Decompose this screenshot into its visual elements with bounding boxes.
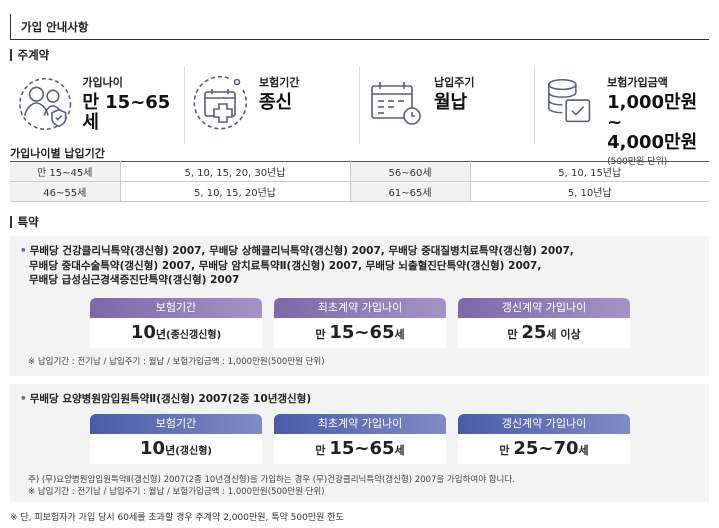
badge-renew-age: 갱신계약 가입나이 만 25~70세 (458, 414, 630, 464)
info-cycle-value: 월납 (434, 92, 468, 113)
info-age-label: 가입나이 (82, 76, 123, 89)
badge-value: 만 15~65세 (274, 318, 446, 348)
rider-group-2-note-1: 주) (무)요양병원암입원특약Ⅱ(갱신형) 2007(2종 10년갱신형)을 가… (28, 475, 515, 485)
table-row: 만 15~45세 5, 10, 15, 20, 30년납 56~60세 5, 1… (10, 161, 709, 182)
badge-value: 만 25세 이상 (458, 318, 630, 348)
info-cycle: 납입주기 월납 (359, 66, 534, 144)
table-cell: 5, 10년납 (470, 181, 709, 202)
table-row: 46~55세 5, 10, 15, 20년납 61~65세 5, 10년납 (10, 181, 709, 202)
info-age: 가입나이 만 15~65세 (10, 66, 184, 144)
page-title: 가입 안내사항 (10, 14, 709, 40)
info-amount-value2: 4,000만원 (607, 132, 698, 153)
table-cell: 5, 10, 15, 20년납 (120, 181, 351, 202)
info-age-value: 만 15~65세 (82, 92, 171, 133)
table-cell: 61~65세 (350, 181, 471, 202)
badge-tab: 보험기간 (90, 414, 262, 434)
info-amount: 보험가입금액 1,000만원~ 4,000만원 (500만원 단위) (534, 66, 709, 167)
table-cell: 56~60세 (350, 161, 471, 182)
badge-tab: 갱신계약 가입나이 (458, 414, 630, 434)
badge-period: 보험기간 10년(종신갱신형) (90, 298, 262, 348)
coins-check-icon (547, 78, 591, 123)
table-cell: 5, 10, 15년납 (470, 161, 709, 182)
badge-value: 만 25~70세 (458, 434, 630, 464)
badge-value: 만 15~65세 (274, 434, 446, 464)
badge-value: 10년(갱신형) (90, 434, 262, 464)
info-cycle-label: 납입주기 (434, 76, 475, 89)
rider-line: 무배당 요양병원암입원특약Ⅱ(갱신형) 2007(2종 10년갱신형) (29, 393, 312, 405)
table-cell: 46~55세 (10, 181, 121, 202)
rider-group-2-note-2: ※ 납입기간 : 전기납 / 납입주기 : 월납 / 보험가입금액 : 1,00… (28, 487, 325, 497)
badge-tab: 보험기간 (90, 298, 262, 318)
age-period-title: 가입나이별 납입기간 (10, 147, 105, 160)
rider-group-1: • 무배당 건강클리닉특약(갱신형) 2007, 무배당 상해클리닉특약(갱신형)… (10, 236, 709, 376)
badge-first-age: 최초계약 가입나이 만 15~65세 (274, 298, 446, 348)
badge-first-age: 최초계약 가입나이 만 15~65세 (274, 414, 446, 464)
info-period: 보험기간 종신 (184, 66, 359, 144)
badge-tab: 최초계약 가입나이 (274, 298, 446, 318)
table-cell: 5, 10, 15, 20, 30년납 (120, 161, 351, 182)
info-amount-value: 1,000만원~ (607, 92, 698, 133)
badge-tab: 최초계약 가입나이 (274, 414, 446, 434)
main-contract-info: 가입나이 만 15~65세 보험기간 종신 (10, 66, 709, 167)
main-contract-heading: 주계약 (10, 47, 50, 63)
calendar-clock-icon (371, 82, 421, 125)
badge-tab: 갱신계약 가입나이 (458, 298, 630, 318)
badge-renew-age: 갱신계약 가입나이 만 25세 이상 (458, 298, 630, 348)
info-period-value: 종신 (259, 92, 293, 113)
calendar-plus-icon (193, 75, 248, 130)
badge-period: 보험기간 10년(갱신형) (90, 414, 262, 464)
info-amount-label: 보험가입금액 (607, 76, 668, 89)
rider-line: 무배당 급성심근경색증진단특약(갱신형) 2007 (29, 274, 240, 286)
rider-group-1-text: • 무배당 건강클리닉특약(갱신형) 2007, 무배당 상해클리닉특약(갱신형)… (20, 244, 700, 288)
age-period-table: 만 15~45세 5, 10, 15, 20, 30년납 56~60세 5, 1… (10, 161, 709, 202)
family-icon (19, 77, 72, 130)
rider-group-2: • 무배당 요양병원암입원특약Ⅱ(갱신형) 2007(2종 10년갱신형) 보험기… (10, 384, 709, 502)
rider-group-1-note: ※ 납입기간 : 전기납 / 납입주기 : 월납 / 보험가입금액 : 1,00… (28, 357, 325, 367)
rider-group-2-text: • 무배당 요양병원암입원특약Ⅱ(갱신형) 2007(2종 10년갱신형) (20, 393, 312, 405)
riders-heading: 특약 (10, 214, 39, 230)
table-cell: 만 15~45세 (10, 161, 121, 182)
footnote: ※ 단, 피보험자가 가입 당시 60세를 초과할 경우 주계약 2,000만원… (10, 513, 344, 523)
info-period-label: 보험기간 (259, 76, 300, 89)
rider-line: 무배당 건강클리닉특약(갱신형) 2007, 무배당 상해클리닉특약(갱신형) … (29, 245, 574, 257)
badge-value: 10년(종신갱신형) (90, 318, 262, 348)
rider-line: 무배당 중대수술특약(갱신형) 2007, 무배당 암치료특약Ⅱ(갱신형) 20… (29, 259, 542, 272)
